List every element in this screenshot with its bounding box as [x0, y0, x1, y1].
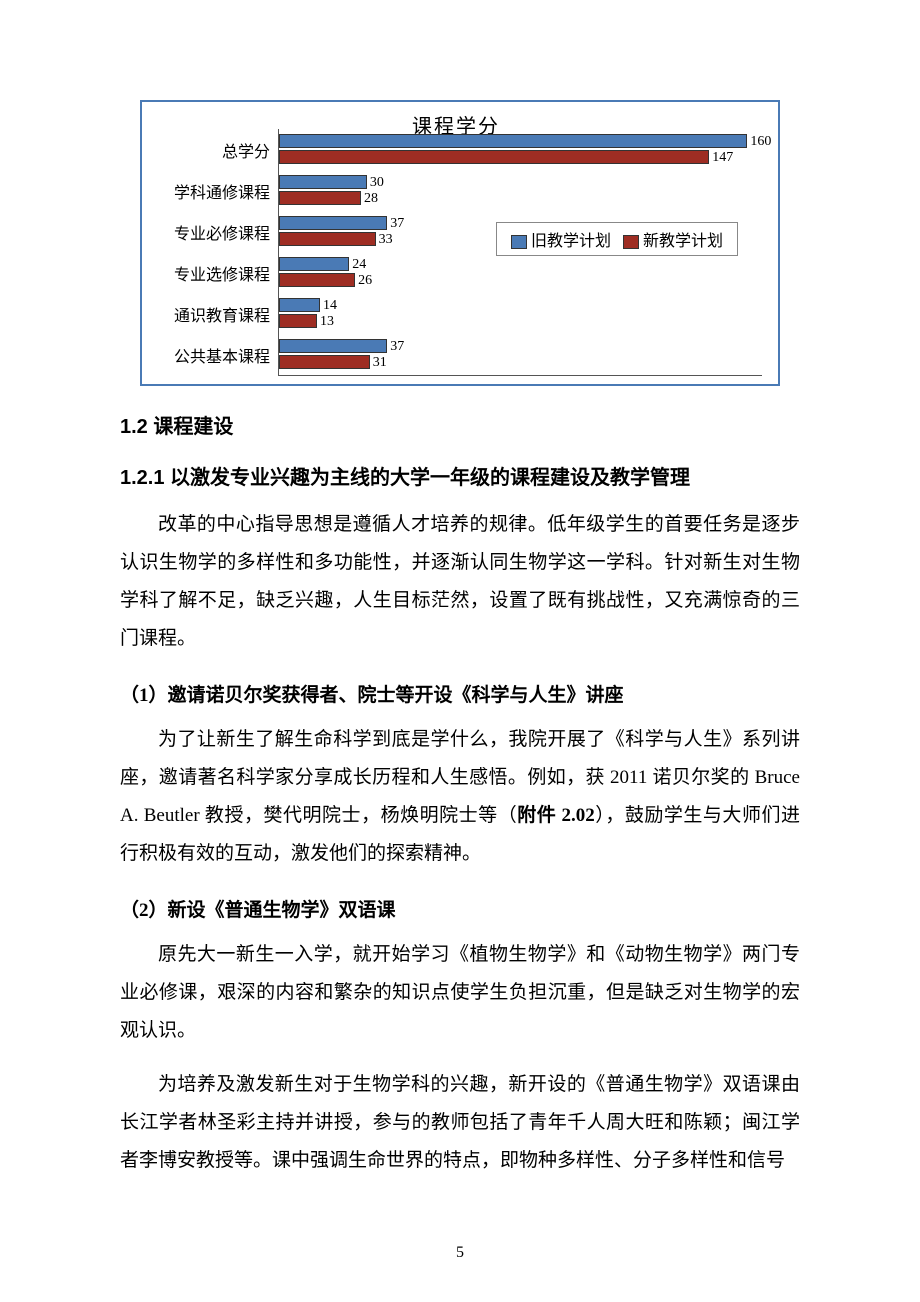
chart-value-label: 33 — [379, 233, 393, 247]
chart-bar-old: 14 — [279, 298, 320, 312]
chart-row: 专业选修课程2426 — [150, 252, 762, 293]
chart-bar-new: 26 — [279, 273, 355, 287]
chart-bar-old: 37 — [279, 216, 387, 230]
heading-item-1: （1）邀请诺贝尔奖获得者、院士等开设《科学与人生》讲座 — [120, 680, 800, 707]
chart-bar-new: 13 — [279, 314, 317, 328]
paragraph: 原先大一新生一入学，就开始学习《植物生物学》和《动物生物学》两门专业必修课，艰深… — [120, 936, 800, 1050]
chart-category-label: 总学分 — [150, 138, 278, 162]
chart-value-label: 26 — [358, 274, 372, 288]
document-page: 课程学分 总学分160147学科通修课程3028专业必修课程3733专业选修课程… — [0, 0, 920, 1302]
legend-swatch-new — [623, 235, 639, 249]
heading-1-2-1: 1.2.1 以激发专业兴趣为主线的大学一年级的课程建设及教学管理 — [120, 461, 800, 490]
chart-value-label: 147 — [712, 151, 733, 165]
chart-plot-area: 3731 — [278, 334, 762, 375]
chart-category-label: 专业选修课程 — [150, 261, 278, 285]
credits-bar-chart: 课程学分 总学分160147学科通修课程3028专业必修课程3733专业选修课程… — [140, 100, 780, 386]
chart-plot-area: 1413 — [278, 293, 762, 334]
chart-legend: 旧教学计划 新教学计划 — [496, 222, 738, 256]
chart-category-label: 通识教育课程 — [150, 302, 278, 326]
chart-bar-new: 33 — [279, 232, 376, 246]
chart-row: 学科通修课程3028 — [150, 170, 762, 211]
chart-row: 公共基本课程3731 — [150, 334, 762, 375]
chart-value-label: 14 — [323, 299, 337, 313]
chart-category-label: 学科通修课程 — [150, 179, 278, 203]
legend-item-new: 新教学计划 — [623, 227, 723, 251]
heading-item-2: （2）新设《普通生物学》双语课 — [120, 895, 800, 922]
chart-plot-area: 30 28 — [278, 170, 762, 211]
chart-category-label: 专业必修课程 — [150, 220, 278, 244]
chart-value-label: 160 — [750, 135, 771, 149]
chart-x-axis — [278, 375, 762, 376]
chart-bar-old: 160 — [279, 134, 747, 148]
chart-bar-old: 24 — [279, 257, 349, 271]
paragraph: 改革的中心指导思想是遵循人才培养的规律。低年级学生的首要任务是逐步认识生物学的多… — [120, 506, 800, 658]
heading-1-2: 1.2 课程建设 — [120, 410, 800, 439]
paragraph: 为培养及激发新生对于生物学科的兴趣，新开设的《普通生物学》双语课由长江学者林圣彩… — [120, 1066, 800, 1180]
chart-value-label: 31 — [373, 356, 387, 370]
chart-value-label: 28 — [364, 192, 378, 206]
attachment-reference: 附件 2.02 — [517, 805, 595, 826]
legend-label: 旧教学计划 — [531, 233, 611, 250]
page-number: 5 — [0, 1244, 920, 1262]
legend-swatch-old — [511, 235, 527, 249]
legend-item-old: 旧教学计划 — [511, 227, 611, 251]
chart-bar-new: 147 — [279, 150, 709, 164]
chart-bar-new: 28 — [279, 191, 361, 205]
paragraph: 为了让新生了解生命科学到底是学什么，我院开展了《科学与人生》系列讲座，邀请著名科… — [120, 721, 800, 873]
chart-bar-new: 31 — [279, 355, 370, 369]
chart-value-label: 37 — [390, 340, 404, 354]
chart-plot-area: 2426 — [278, 252, 762, 293]
legend-label: 新教学计划 — [643, 233, 723, 250]
chart-bar-old: 30 — [279, 175, 367, 189]
chart-value-label: 24 — [352, 258, 366, 272]
chart-plot-area: 160 147 — [278, 129, 762, 170]
chart-bar-old: 37 — [279, 339, 387, 353]
chart-row: 通识教育课程1413 — [150, 293, 762, 334]
chart-value-label: 30 — [370, 176, 384, 190]
chart-value-label: 37 — [390, 217, 404, 231]
chart-value-label: 13 — [320, 315, 334, 329]
chart-category-label: 公共基本课程 — [150, 343, 278, 367]
chart-row: 总学分160 147 — [150, 129, 762, 170]
